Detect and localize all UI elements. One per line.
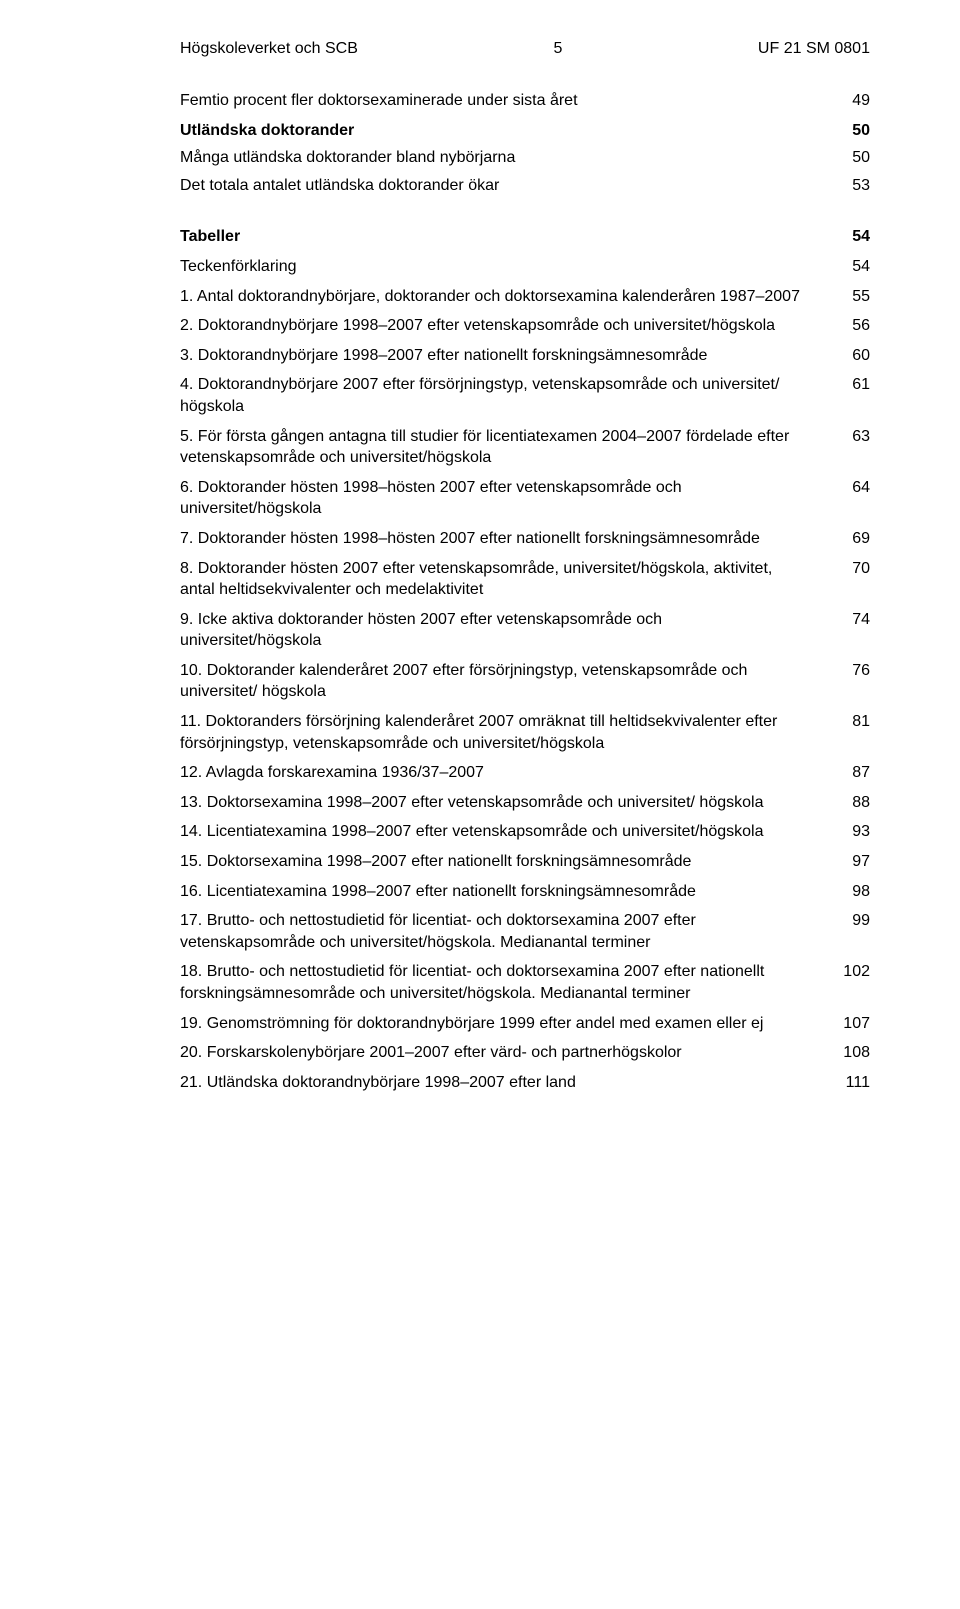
toc-label: 17. Brutto- och nettostudietid för licen…: [180, 910, 830, 953]
toc-page-number: 63: [830, 426, 870, 448]
toc-row: 7. Doktorander hösten 1998–hösten 2007 e…: [180, 528, 870, 550]
toc-page-number: 74: [830, 609, 870, 631]
toc-page-number: 61: [830, 374, 870, 396]
toc-label: 5. För första gången antagna till studie…: [180, 426, 830, 469]
toc-page-number: 93: [830, 821, 870, 843]
toc-row: 18. Brutto- och nettostudietid för licen…: [180, 961, 870, 1004]
toc-page-number: 107: [830, 1013, 870, 1035]
toc-label: 15. Doktorsexamina 1998–2007 efter natio…: [180, 851, 830, 873]
table-of-contents: Femtio procent fler doktorsexaminerade u…: [180, 90, 870, 1093]
toc-page-number: 69: [830, 528, 870, 550]
toc-row: Femtio procent fler doktorsexaminerade u…: [180, 90, 870, 112]
header-right: UF 21 SM 0801: [758, 40, 870, 58]
toc-row: 1. Antal doktorandnybörjare, doktorander…: [180, 286, 870, 308]
toc-label: Många utländska doktorander bland nybörj…: [180, 147, 830, 169]
toc-page-number: 54: [830, 226, 870, 248]
toc-row: Utländska doktorander50: [180, 120, 870, 142]
toc-row: 19. Genomströmning för doktorandnybörjar…: [180, 1013, 870, 1035]
toc-label: 16. Licentiatexamina 1998–2007 efter nat…: [180, 881, 830, 903]
toc-page-number: 50: [830, 147, 870, 169]
toc-page-number: 81: [830, 711, 870, 733]
toc-row: 8. Doktorander hösten 2007 efter vetensk…: [180, 558, 870, 601]
toc-row: 4. Doktorandnybörjare 2007 efter försörj…: [180, 374, 870, 417]
toc-row: Det totala antalet utländska doktorander…: [180, 175, 870, 197]
toc-row: 9. Icke aktiva doktorander hösten 2007 e…: [180, 609, 870, 652]
toc-row: Teckenförklaring54: [180, 256, 870, 278]
toc-page-number: 53: [830, 175, 870, 197]
toc-page-number: 49: [830, 90, 870, 112]
toc-row: 10. Doktorander kalenderåret 2007 efter …: [180, 660, 870, 703]
toc-page-number: 55: [830, 286, 870, 308]
toc-label: 12. Avlagda forskarexamina 1936/37–2007: [180, 762, 830, 784]
toc-row: 3. Doktorandnybörjare 1998–2007 efter na…: [180, 345, 870, 367]
toc-label: 11. Doktoranders försörjning kalenderåre…: [180, 711, 830, 754]
toc-page-number: 70: [830, 558, 870, 580]
toc-row: 21. Utländska doktorandnybörjare 1998–20…: [180, 1072, 870, 1094]
toc-page-number: 87: [830, 762, 870, 784]
toc-label: 1. Antal doktorandnybörjare, doktorander…: [180, 286, 830, 308]
header-left: Högskoleverket och SCB: [180, 40, 358, 58]
toc-page-number: 88: [830, 792, 870, 814]
toc-page-number: 97: [830, 851, 870, 873]
toc-label: 14. Licentiatexamina 1998–2007 efter vet…: [180, 821, 830, 843]
toc-label: 7. Doktorander hösten 1998–hösten 2007 e…: [180, 528, 830, 550]
toc-page-number: 54: [830, 256, 870, 278]
toc-row: 13. Doktorsexamina 1998–2007 efter veten…: [180, 792, 870, 814]
header-page-number: 5: [553, 40, 562, 58]
toc-label: 4. Doktorandnybörjare 2007 efter försörj…: [180, 374, 830, 417]
toc-page-number: 56: [830, 315, 870, 337]
toc-row: 5. För första gången antagna till studie…: [180, 426, 870, 469]
toc-page-number: 99: [830, 910, 870, 932]
toc-label: 19. Genomströmning för doktorandnybörjar…: [180, 1013, 830, 1035]
page: Högskoleverket och SCB 5 UF 21 SM 0801 F…: [0, 0, 960, 1609]
toc-row: 15. Doktorsexamina 1998–2007 efter natio…: [180, 851, 870, 873]
toc-page-number: 60: [830, 345, 870, 367]
toc-label: 21. Utländska doktorandnybörjare 1998–20…: [180, 1072, 830, 1094]
toc-label: 9. Icke aktiva doktorander hösten 2007 e…: [180, 609, 830, 652]
toc-label: 18. Brutto- och nettostudietid för licen…: [180, 961, 830, 1004]
toc-label: Femtio procent fler doktorsexaminerade u…: [180, 90, 830, 112]
toc-row: 16. Licentiatexamina 1998–2007 efter nat…: [180, 881, 870, 903]
toc-label: Utländska doktorander: [180, 120, 830, 142]
toc-row: 2. Doktorandnybörjare 1998–2007 efter ve…: [180, 315, 870, 337]
toc-page-number: 111: [830, 1072, 870, 1094]
toc-label: Tabeller: [180, 226, 830, 248]
toc-row: 11. Doktoranders försörjning kalenderåre…: [180, 711, 870, 754]
toc-gap: [180, 200, 870, 226]
toc-page-number: 64: [830, 477, 870, 499]
toc-row: 14. Licentiatexamina 1998–2007 efter vet…: [180, 821, 870, 843]
toc-label: 2. Doktorandnybörjare 1998–2007 efter ve…: [180, 315, 830, 337]
toc-label: 3. Doktorandnybörjare 1998–2007 efter na…: [180, 345, 830, 367]
toc-row: Många utländska doktorander bland nybörj…: [180, 147, 870, 169]
toc-page-number: 76: [830, 660, 870, 682]
toc-row: 6. Doktorander hösten 1998–hösten 2007 e…: [180, 477, 870, 520]
toc-row: 17. Brutto- och nettostudietid för licen…: [180, 910, 870, 953]
toc-row: Tabeller54: [180, 226, 870, 248]
toc-label: 8. Doktorander hösten 2007 efter vetensk…: [180, 558, 830, 601]
toc-label: Det totala antalet utländska doktorander…: [180, 175, 830, 197]
toc-row: 20. Forskarskolenybörjare 2001–2007 efte…: [180, 1042, 870, 1064]
toc-row: 12. Avlagda forskarexamina 1936/37–20078…: [180, 762, 870, 784]
toc-page-number: 102: [830, 961, 870, 983]
toc-page-number: 108: [830, 1042, 870, 1064]
toc-label: 13. Doktorsexamina 1998–2007 efter veten…: [180, 792, 830, 814]
toc-page-number: 98: [830, 881, 870, 903]
toc-label: 10. Doktorander kalenderåret 2007 efter …: [180, 660, 830, 703]
toc-label: 20. Forskarskolenybörjare 2001–2007 efte…: [180, 1042, 830, 1064]
toc-page-number: 50: [830, 120, 870, 142]
page-header: Högskoleverket och SCB 5 UF 21 SM 0801: [180, 40, 870, 58]
toc-label: Teckenförklaring: [180, 256, 830, 278]
toc-label: 6. Doktorander hösten 1998–hösten 2007 e…: [180, 477, 830, 520]
